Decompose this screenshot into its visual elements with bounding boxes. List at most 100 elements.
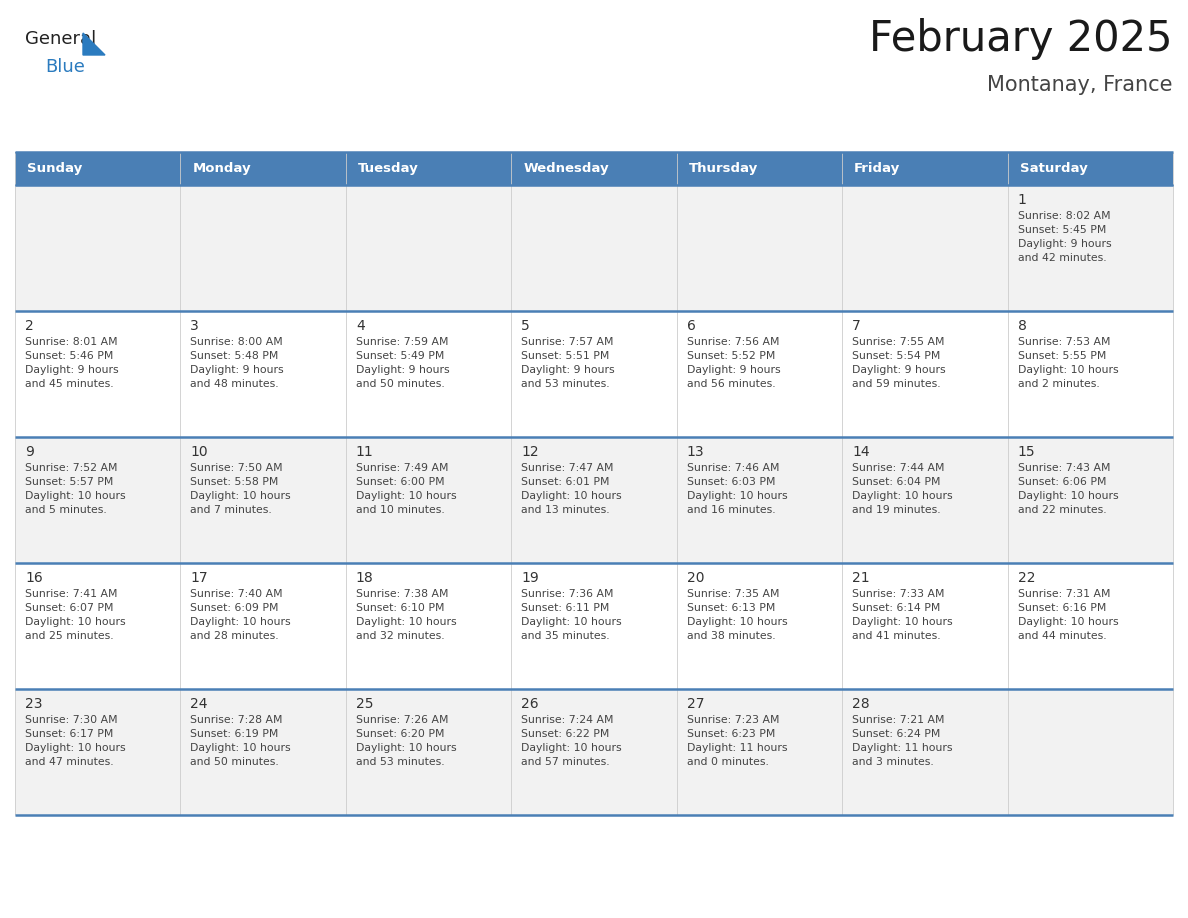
- Bar: [181, 437, 346, 563]
- Text: Sunrise: 7:47 AM
Sunset: 6:01 PM
Daylight: 10 hours
and 13 minutes.: Sunrise: 7:47 AM Sunset: 6:01 PM Dayligh…: [522, 463, 621, 515]
- Bar: [842, 437, 1007, 563]
- Text: 3: 3: [190, 319, 200, 333]
- Text: Sunrise: 7:56 AM
Sunset: 5:52 PM
Daylight: 9 hours
and 56 minutes.: Sunrise: 7:56 AM Sunset: 5:52 PM Dayligh…: [687, 337, 781, 389]
- Bar: [677, 563, 842, 689]
- Text: Sunrise: 7:36 AM
Sunset: 6:11 PM
Daylight: 10 hours
and 35 minutes.: Sunrise: 7:36 AM Sunset: 6:11 PM Dayligh…: [522, 589, 621, 641]
- Bar: [677, 437, 842, 563]
- Text: Sunrise: 7:33 AM
Sunset: 6:14 PM
Daylight: 10 hours
and 41 minutes.: Sunrise: 7:33 AM Sunset: 6:14 PM Dayligh…: [852, 589, 953, 641]
- Bar: [346, 152, 511, 185]
- Text: Sunrise: 7:57 AM
Sunset: 5:51 PM
Daylight: 9 hours
and 53 minutes.: Sunrise: 7:57 AM Sunset: 5:51 PM Dayligh…: [522, 337, 615, 389]
- Bar: [346, 689, 511, 815]
- Bar: [1007, 311, 1173, 437]
- Bar: [1007, 152, 1173, 185]
- Text: Sunrise: 7:43 AM
Sunset: 6:06 PM
Daylight: 10 hours
and 22 minutes.: Sunrise: 7:43 AM Sunset: 6:06 PM Dayligh…: [1018, 463, 1118, 515]
- Bar: [15, 689, 181, 815]
- Text: Sunrise: 8:00 AM
Sunset: 5:48 PM
Daylight: 9 hours
and 48 minutes.: Sunrise: 8:00 AM Sunset: 5:48 PM Dayligh…: [190, 337, 284, 389]
- Bar: [181, 311, 346, 437]
- Bar: [1007, 563, 1173, 689]
- Text: Sunrise: 7:53 AM
Sunset: 5:55 PM
Daylight: 10 hours
and 2 minutes.: Sunrise: 7:53 AM Sunset: 5:55 PM Dayligh…: [1018, 337, 1118, 389]
- Text: Sunrise: 7:35 AM
Sunset: 6:13 PM
Daylight: 10 hours
and 38 minutes.: Sunrise: 7:35 AM Sunset: 6:13 PM Dayligh…: [687, 589, 788, 641]
- Text: 19: 19: [522, 571, 539, 585]
- Text: 22: 22: [1018, 571, 1035, 585]
- Text: Friday: Friday: [854, 162, 901, 175]
- Text: Saturday: Saturday: [1019, 162, 1087, 175]
- Text: 20: 20: [687, 571, 704, 585]
- Text: Sunrise: 7:24 AM
Sunset: 6:22 PM
Daylight: 10 hours
and 57 minutes.: Sunrise: 7:24 AM Sunset: 6:22 PM Dayligh…: [522, 715, 621, 767]
- Text: 12: 12: [522, 445, 539, 459]
- Text: Sunday: Sunday: [27, 162, 82, 175]
- Bar: [677, 311, 842, 437]
- Text: 28: 28: [852, 697, 870, 711]
- Text: Sunrise: 7:21 AM
Sunset: 6:24 PM
Daylight: 11 hours
and 3 minutes.: Sunrise: 7:21 AM Sunset: 6:24 PM Dayligh…: [852, 715, 953, 767]
- Text: Sunrise: 7:44 AM
Sunset: 6:04 PM
Daylight: 10 hours
and 19 minutes.: Sunrise: 7:44 AM Sunset: 6:04 PM Dayligh…: [852, 463, 953, 515]
- Text: 16: 16: [25, 571, 43, 585]
- Text: Sunrise: 7:23 AM
Sunset: 6:23 PM
Daylight: 11 hours
and 0 minutes.: Sunrise: 7:23 AM Sunset: 6:23 PM Dayligh…: [687, 715, 788, 767]
- Bar: [511, 152, 677, 185]
- Bar: [677, 152, 842, 185]
- Bar: [181, 563, 346, 689]
- Bar: [346, 311, 511, 437]
- Text: 7: 7: [852, 319, 861, 333]
- Bar: [1007, 437, 1173, 563]
- Bar: [181, 185, 346, 311]
- Text: Montanay, France: Montanay, France: [987, 75, 1173, 95]
- Bar: [15, 185, 181, 311]
- Bar: [15, 563, 181, 689]
- Bar: [511, 311, 677, 437]
- Text: 13: 13: [687, 445, 704, 459]
- Text: Sunrise: 7:50 AM
Sunset: 5:58 PM
Daylight: 10 hours
and 7 minutes.: Sunrise: 7:50 AM Sunset: 5:58 PM Dayligh…: [190, 463, 291, 515]
- Text: Sunrise: 7:41 AM
Sunset: 6:07 PM
Daylight: 10 hours
and 25 minutes.: Sunrise: 7:41 AM Sunset: 6:07 PM Dayligh…: [25, 589, 126, 641]
- Bar: [15, 152, 181, 185]
- Text: 10: 10: [190, 445, 208, 459]
- Text: 2: 2: [25, 319, 33, 333]
- Text: 24: 24: [190, 697, 208, 711]
- Text: 26: 26: [522, 697, 539, 711]
- Text: 1: 1: [1018, 193, 1026, 207]
- Text: Sunrise: 7:46 AM
Sunset: 6:03 PM
Daylight: 10 hours
and 16 minutes.: Sunrise: 7:46 AM Sunset: 6:03 PM Dayligh…: [687, 463, 788, 515]
- Bar: [511, 563, 677, 689]
- Bar: [677, 689, 842, 815]
- Bar: [346, 563, 511, 689]
- Text: Sunrise: 7:30 AM
Sunset: 6:17 PM
Daylight: 10 hours
and 47 minutes.: Sunrise: 7:30 AM Sunset: 6:17 PM Dayligh…: [25, 715, 126, 767]
- Bar: [181, 152, 346, 185]
- Bar: [677, 185, 842, 311]
- Text: Thursday: Thursday: [689, 162, 758, 175]
- Text: 11: 11: [356, 445, 373, 459]
- Text: Sunrise: 7:28 AM
Sunset: 6:19 PM
Daylight: 10 hours
and 50 minutes.: Sunrise: 7:28 AM Sunset: 6:19 PM Dayligh…: [190, 715, 291, 767]
- Text: Sunrise: 7:38 AM
Sunset: 6:10 PM
Daylight: 10 hours
and 32 minutes.: Sunrise: 7:38 AM Sunset: 6:10 PM Dayligh…: [356, 589, 456, 641]
- Bar: [842, 689, 1007, 815]
- Bar: [15, 437, 181, 563]
- Bar: [346, 437, 511, 563]
- Text: Sunrise: 7:26 AM
Sunset: 6:20 PM
Daylight: 10 hours
and 53 minutes.: Sunrise: 7:26 AM Sunset: 6:20 PM Dayligh…: [356, 715, 456, 767]
- Text: Tuesday: Tuesday: [358, 162, 418, 175]
- Bar: [511, 185, 677, 311]
- Text: 18: 18: [356, 571, 373, 585]
- Bar: [346, 185, 511, 311]
- Text: 21: 21: [852, 571, 870, 585]
- Text: Sunrise: 8:01 AM
Sunset: 5:46 PM
Daylight: 9 hours
and 45 minutes.: Sunrise: 8:01 AM Sunset: 5:46 PM Dayligh…: [25, 337, 119, 389]
- Text: 14: 14: [852, 445, 870, 459]
- Text: 8: 8: [1018, 319, 1026, 333]
- Text: 23: 23: [25, 697, 43, 711]
- Text: General: General: [25, 30, 96, 48]
- Bar: [1007, 689, 1173, 815]
- Bar: [1007, 185, 1173, 311]
- Text: 15: 15: [1018, 445, 1035, 459]
- Text: 25: 25: [356, 697, 373, 711]
- Bar: [842, 152, 1007, 185]
- Text: Monday: Monday: [192, 162, 251, 175]
- Text: Sunrise: 7:55 AM
Sunset: 5:54 PM
Daylight: 9 hours
and 59 minutes.: Sunrise: 7:55 AM Sunset: 5:54 PM Dayligh…: [852, 337, 946, 389]
- Bar: [15, 311, 181, 437]
- Text: Sunrise: 7:59 AM
Sunset: 5:49 PM
Daylight: 9 hours
and 50 minutes.: Sunrise: 7:59 AM Sunset: 5:49 PM Dayligh…: [356, 337, 449, 389]
- Text: Sunrise: 7:31 AM
Sunset: 6:16 PM
Daylight: 10 hours
and 44 minutes.: Sunrise: 7:31 AM Sunset: 6:16 PM Dayligh…: [1018, 589, 1118, 641]
- Bar: [511, 437, 677, 563]
- Text: Sunrise: 8:02 AM
Sunset: 5:45 PM
Daylight: 9 hours
and 42 minutes.: Sunrise: 8:02 AM Sunset: 5:45 PM Dayligh…: [1018, 211, 1111, 263]
- Text: Blue: Blue: [45, 58, 84, 76]
- Text: Sunrise: 7:52 AM
Sunset: 5:57 PM
Daylight: 10 hours
and 5 minutes.: Sunrise: 7:52 AM Sunset: 5:57 PM Dayligh…: [25, 463, 126, 515]
- Text: Sunrise: 7:49 AM
Sunset: 6:00 PM
Daylight: 10 hours
and 10 minutes.: Sunrise: 7:49 AM Sunset: 6:00 PM Dayligh…: [356, 463, 456, 515]
- Text: 27: 27: [687, 697, 704, 711]
- Text: Wednesday: Wednesday: [523, 162, 609, 175]
- Text: 6: 6: [687, 319, 696, 333]
- Text: 5: 5: [522, 319, 530, 333]
- Bar: [511, 689, 677, 815]
